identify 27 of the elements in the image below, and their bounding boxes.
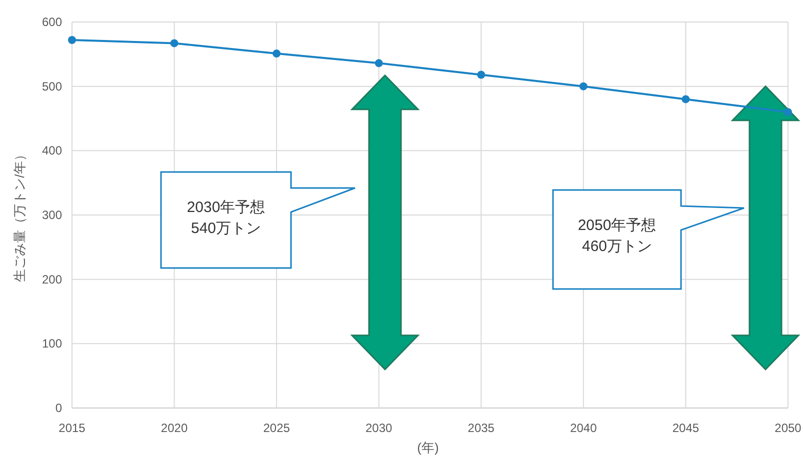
- point: [170, 39, 178, 48]
- y-tick-label: 300: [42, 208, 62, 222]
- x-tick-label: 2020: [160, 421, 188, 435]
- annotation: 2050年予想 460万トン: [578, 217, 656, 255]
- y-tick-label: 600: [42, 15, 62, 29]
- x-tick-label: 2040: [570, 421, 598, 435]
- y-axis-title: 生ごみ量（万トン/年）: [12, 148, 27, 282]
- point: [374, 59, 383, 68]
- y-tick-label: 400: [42, 144, 62, 158]
- y-tick-label: 100: [42, 336, 62, 351]
- point: [68, 36, 76, 44]
- x-axis-title: (年): [417, 440, 439, 455]
- point: [784, 108, 792, 116]
- point: [272, 50, 281, 58]
- x-tick-label: 2035: [468, 421, 495, 435]
- annotation: 2030年予想 540万トン: [186, 199, 266, 237]
- y-tick-label: 200: [42, 272, 62, 286]
- y-tick-label: 0: [55, 401, 62, 415]
- x-tick-label: 2030: [366, 421, 393, 435]
- x-tick-label: 2025: [263, 421, 290, 435]
- point: [682, 95, 690, 104]
- x-tick-label: 2015: [58, 421, 86, 435]
- x-tick-label: 2050: [774, 421, 802, 435]
- x-tick-label: 2045: [672, 421, 700, 435]
- point: [477, 70, 486, 79]
- point: [579, 82, 588, 90]
- y-tick-label: 500: [42, 79, 62, 94]
